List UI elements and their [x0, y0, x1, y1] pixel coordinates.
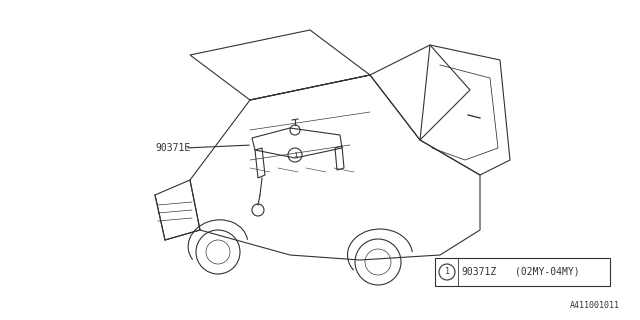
- Text: 90371E: 90371E: [155, 143, 190, 153]
- FancyBboxPatch shape: [435, 258, 610, 286]
- Text: 90371Z: 90371Z: [461, 267, 496, 277]
- Text: 1: 1: [445, 268, 449, 276]
- Text: 1: 1: [293, 152, 297, 158]
- Text: A411001011: A411001011: [570, 301, 620, 310]
- Text: (02MY-04MY): (02MY-04MY): [515, 267, 580, 277]
